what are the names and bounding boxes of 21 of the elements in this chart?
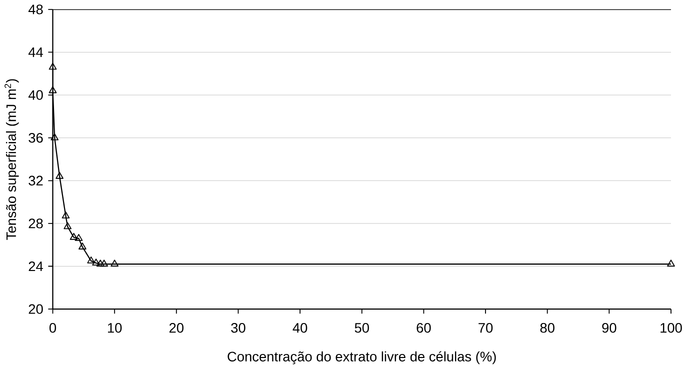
x-axis-title: Concentração do extrato livre de células (%) bbox=[228, 351, 496, 364]
y-tick-label: 36 bbox=[28, 133, 43, 143]
x-tick-label: 100 bbox=[660, 323, 682, 333]
x-tick-label: 20 bbox=[169, 323, 184, 333]
x-tick-label: 0 bbox=[49, 323, 56, 333]
x-tick-label: 10 bbox=[108, 323, 122, 333]
y-tick-label: 44 bbox=[28, 48, 43, 58]
y-tick-label: 40 bbox=[28, 90, 43, 100]
y-axis-title: Tensão superficial (mJ m$^{2}$) bbox=[4, 79, 19, 240]
x-tick-label: 80 bbox=[540, 323, 554, 333]
y-tick-label: 20 bbox=[28, 304, 43, 314]
x-tick-label: 60 bbox=[416, 323, 431, 333]
x-tick-label: 90 bbox=[602, 323, 616, 333]
x-tick-label: 50 bbox=[354, 323, 369, 333]
y-tick-label: 32 bbox=[28, 176, 43, 186]
y-tick-label: 28 bbox=[28, 218, 43, 228]
y-tick-label: 24 bbox=[28, 262, 43, 272]
y-tick-label: 48 bbox=[28, 4, 43, 14]
x-tick-label: 40 bbox=[292, 323, 308, 333]
x-tick-label: 70 bbox=[478, 323, 493, 333]
x-tick-label: 30 bbox=[231, 323, 246, 333]
